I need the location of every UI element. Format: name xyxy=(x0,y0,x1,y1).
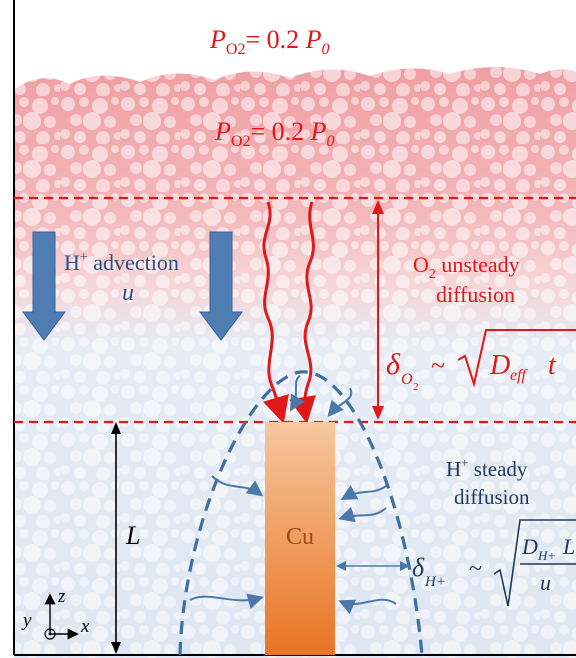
svg-text:H+: H+ xyxy=(537,548,556,563)
svg-text:t: t xyxy=(548,350,557,381)
svg-text:H+: H+ xyxy=(424,574,446,590)
advection-velocity-symbol: u xyxy=(122,280,134,306)
svg-text:O: O xyxy=(401,371,413,388)
axis-z-label: z xyxy=(57,586,66,607)
o2-diffusion-path-right xyxy=(289,201,316,424)
h-diffusion-boundary xyxy=(178,370,424,656)
cu-electrode-label: Cu xyxy=(286,524,314,550)
o2-diffusion-path-left xyxy=(262,201,289,424)
svg-text:δ: δ xyxy=(386,348,401,381)
cu-electrode xyxy=(265,422,335,655)
svg-text:~: ~ xyxy=(431,351,445,380)
length-label: L xyxy=(125,521,140,550)
o2-penetration-formula: δ O 2 ~ D eff t xyxy=(386,329,576,393)
advection-label: H+ advection xyxy=(64,250,179,275)
porous-medium xyxy=(14,67,576,658)
o2-diffusion-label-1: O2 unsteady xyxy=(413,252,520,282)
h-flux-arrow-right-3 xyxy=(338,598,397,615)
svg-text:eff: eff xyxy=(510,367,529,384)
advection-arrow-left xyxy=(22,231,66,341)
advection-arrow-right xyxy=(199,231,243,341)
h-flux-arrow-right-2 xyxy=(338,506,387,523)
svg-text:D: D xyxy=(489,350,510,381)
h-flux-arrow-top-left xyxy=(290,375,305,412)
h-flux-arrow-left-2 xyxy=(189,593,264,609)
axis-y-label: y xyxy=(21,610,32,631)
h-flux-arrow-right-1 xyxy=(340,485,387,500)
top-po2-label: PO2= 0.2 P0 xyxy=(209,25,330,58)
svg-text:u: u xyxy=(540,570,551,595)
h-diffusion-label-1: H+ steady xyxy=(446,455,528,481)
h-flux-arrow-left-1 xyxy=(211,475,264,497)
svg-text:D: D xyxy=(521,534,538,559)
svg-text:L: L xyxy=(562,534,575,559)
o2-diffusion-label-2: diffusion xyxy=(436,282,515,307)
h-diffusion-formula: δ H+ ~ D H+ L u xyxy=(412,519,576,607)
h-diffusion-label-2: diffusion xyxy=(454,485,530,509)
mid-po2-label: PO2= 0.2 P0 xyxy=(214,117,335,150)
coordinate-axes xyxy=(44,593,79,640)
svg-text:~: ~ xyxy=(469,556,482,582)
svg-text:δ: δ xyxy=(412,553,425,582)
axis-x-label: x xyxy=(80,616,90,637)
svg-text:2: 2 xyxy=(413,381,419,393)
h-flux-arrow-top-right xyxy=(327,387,353,418)
